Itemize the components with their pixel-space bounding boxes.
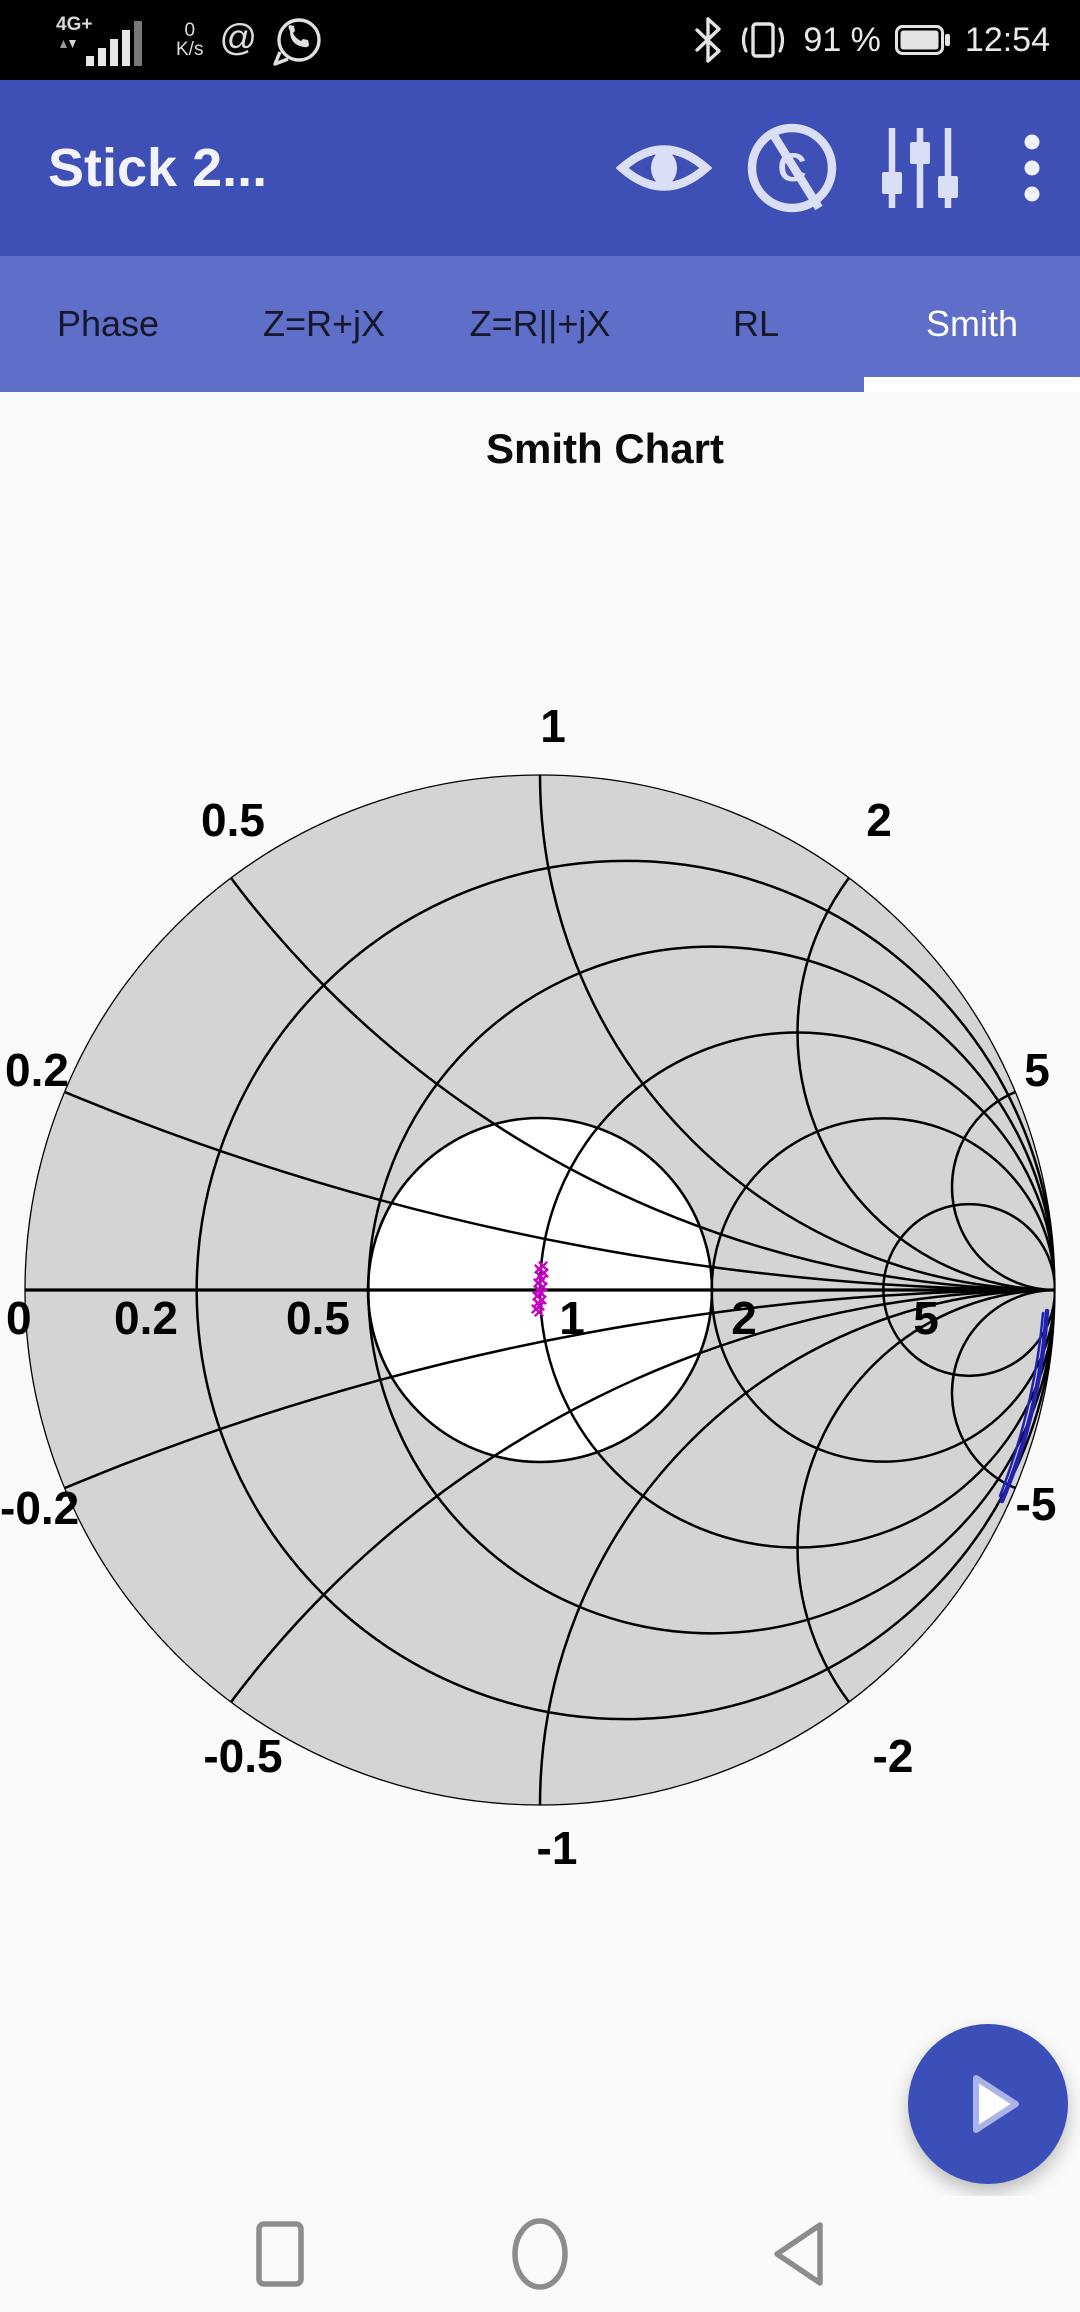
resistance-label: 0.5 xyxy=(286,1292,350,1344)
signal-bars-icon: 4G+ xyxy=(56,14,142,66)
no-calibration-icon: C xyxy=(747,123,837,213)
resistance-label: 2 xyxy=(731,1292,757,1344)
app-bar: Stick 2... C xyxy=(0,80,1080,256)
bluetooth-icon xyxy=(695,17,722,63)
play-icon xyxy=(973,2075,1019,2133)
selected-tab-indicator xyxy=(864,377,1080,392)
overflow-menu-icon xyxy=(1024,134,1040,202)
resistance-label: 5 xyxy=(913,1292,939,1344)
measurement-trace xyxy=(999,1308,1050,1504)
reactance-label: -0.5 xyxy=(203,1730,282,1782)
battery-icon xyxy=(894,25,950,55)
speed-unit: K/s xyxy=(176,39,204,60)
at-icon: @ xyxy=(219,17,258,58)
tab-z-series[interactable]: Z=R+jX xyxy=(262,303,386,344)
recents-button[interactable] xyxy=(238,2212,322,2296)
network-speed: 0 K/s xyxy=(176,21,203,59)
smith-chart: 1 0.5 2 0.2 5 -0.2 -5 -0.5 -2 -1 0 0.2 0.5 1 2 5 xyxy=(0,700,1057,1874)
reactance-label: 1 xyxy=(540,700,566,752)
back-triangle-icon xyxy=(774,2222,823,2286)
status-bar: 4G+ 0 K/s @ xyxy=(0,0,1080,80)
overflow-menu-button[interactable] xyxy=(984,108,1080,228)
chart-title: Smith Chart xyxy=(485,425,724,472)
calibration-off-button[interactable]: C xyxy=(728,108,856,228)
clock: 12:54 xyxy=(964,20,1050,59)
settings-sliders-button[interactable] xyxy=(856,108,984,228)
speed-value: 0 xyxy=(184,20,196,41)
reactance-label: -5 xyxy=(1016,1478,1057,1530)
navigation-bar xyxy=(0,2196,1080,2312)
measurement-point xyxy=(533,1306,545,1318)
reactance-label: 0.2 xyxy=(5,1044,69,1096)
visibility-button[interactable] xyxy=(600,108,728,228)
tab-bar: Phase Z=R+jX Z=R||+jX RL Smith xyxy=(0,256,1080,392)
tab-z-parallel[interactable]: Z=R||+jX xyxy=(469,303,611,344)
resistance-label: 1 xyxy=(559,1292,585,1344)
reactance-label: 5 xyxy=(1024,1044,1050,1096)
start-scan-fab[interactable] xyxy=(908,2024,1068,2184)
tab-smith[interactable]: Smith xyxy=(925,303,1019,344)
reactance-label: -1 xyxy=(537,1822,578,1874)
reactance-label: 0.5 xyxy=(201,794,265,846)
reactance-label: -0.2 xyxy=(0,1482,79,1534)
reactance-label: -2 xyxy=(873,1730,914,1782)
tab-rl[interactable]: RL xyxy=(732,303,780,344)
home-circle-icon xyxy=(512,2218,568,2290)
visibility-eye-icon xyxy=(616,145,712,191)
vibrate-icon xyxy=(742,22,785,58)
app-title: Stick 2... xyxy=(48,138,268,198)
home-button[interactable] xyxy=(498,2212,582,2296)
resistance-label: 0.2 xyxy=(114,1292,178,1344)
sliders-icon xyxy=(882,128,958,208)
measurement-trace xyxy=(998,1311,1045,1498)
resistance-label: 0 xyxy=(6,1292,32,1344)
whatsapp-icon xyxy=(273,18,321,66)
battery-percent-label: 91 % xyxy=(803,20,881,59)
reactance-label: 2 xyxy=(866,794,892,846)
recents-square-icon xyxy=(256,2221,304,2287)
network-type-label: 4G+ xyxy=(56,14,92,35)
tab-phase[interactable]: Phase xyxy=(56,303,160,344)
back-button[interactable] xyxy=(758,2212,842,2296)
